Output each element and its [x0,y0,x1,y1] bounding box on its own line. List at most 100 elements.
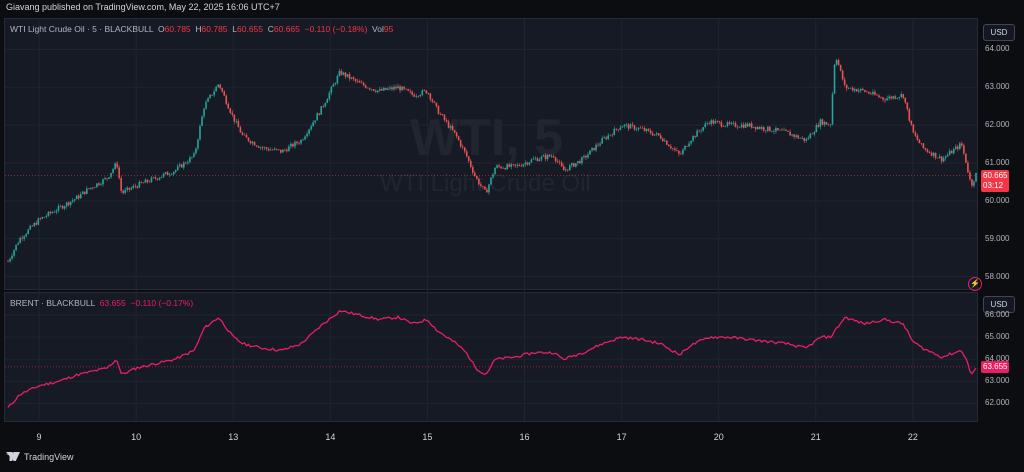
candle-body [577,161,579,164]
candle-body [961,143,963,146]
candle-body [383,87,385,91]
candle-body [803,137,806,141]
candle-body [686,146,688,147]
candle-body [237,121,240,128]
candle-body [556,161,559,162]
candle-body [718,121,721,123]
candle-body [433,101,436,103]
candle-body [785,129,787,131]
y-tick-label: 65.000 [985,332,1010,342]
candle-body [387,88,389,90]
candle-body [750,123,753,128]
candle-body [395,86,397,89]
candle-body [682,149,684,154]
candle-body [118,167,120,179]
candle-body [389,87,391,89]
candle-body [550,156,553,157]
candle-body [839,65,842,71]
candle-body [912,124,915,133]
currency-button-wti[interactable]: USD [983,24,1015,41]
candle-body [605,137,607,140]
candle-body [122,190,124,193]
candle-body [874,91,876,95]
candle-body [756,126,759,130]
candle-body [649,130,652,134]
candle-body [269,149,272,151]
candle-body [566,169,569,171]
candle-body [738,127,741,128]
candle-body [530,159,533,163]
y-tick-label: 59.000 [985,233,1010,243]
bar-countdown: 03:12 [983,180,1004,190]
candle-body [900,94,903,98]
candle-body [67,202,70,206]
candle-body [265,147,268,149]
candle-body [583,155,585,158]
candle-body [845,84,848,89]
candle-body [59,205,62,207]
x-tick-label: 16 [519,432,530,442]
candle-body [700,130,702,132]
candle-body [512,164,515,165]
currency-button-brent[interactable]: USD [983,296,1015,313]
candle-body [467,156,470,161]
candle-body [191,156,193,158]
candle-body [494,167,496,175]
candle-body [716,121,719,122]
candle-body [872,91,874,95]
candle-body [633,125,636,130]
candle-body [615,128,618,130]
close-value: 60.665 [273,24,300,34]
candle-body [51,212,54,214]
candle-body [924,148,927,150]
candle-body [435,102,438,107]
y-tick-label: 64.000 [985,44,1010,54]
y-tick-label: 63.000 [985,376,1010,386]
price-axis-brent[interactable] [979,292,1024,422]
candle-body [637,127,640,130]
candle-body [415,95,418,97]
candle-body [296,141,298,144]
bolt-icon[interactable]: ⚡ [968,277,982,291]
candle-body [372,89,375,91]
candle-body [674,148,676,151]
candle-body [104,178,106,180]
candle-body [835,59,838,65]
candle-body [393,86,395,90]
price-axis-wti[interactable] [979,18,1024,290]
candle-body [534,158,537,159]
candle-body [809,133,812,139]
candle-body [607,135,610,140]
candle-body [478,178,480,185]
volume-value: 95 [383,24,394,34]
candle-body [65,202,68,207]
candle-body [629,124,632,129]
candle-body [502,168,504,169]
candle-body [564,169,567,171]
candle-body [526,162,529,165]
candle-body [843,79,846,85]
candle-body [409,90,411,92]
candle-body [300,139,302,144]
vol-label: Vol [372,24,384,34]
candle-body [760,127,763,129]
candle-body [102,179,104,185]
candle-body [199,125,201,140]
candle-body [734,122,737,127]
candle-body [724,126,727,127]
candle-body [350,77,353,79]
candle-body [263,147,266,149]
y-tick-label: 58.000 [985,271,1010,281]
brent-legend[interactable]: BRENT · BLACKBULL 63.655 −0.110 (−0.17%) [10,298,193,308]
candle-body [779,129,781,131]
candle-body [771,131,773,132]
candle-body [591,147,593,151]
candle-body [413,94,415,97]
candle-body [221,88,224,92]
candle-body [793,134,795,137]
candle-body [320,106,323,115]
wti-legend[interactable]: WTI Light Crude Oil · 5 · BLACKBULL O60.… [10,24,393,34]
candle-body [880,97,882,98]
candle-body [894,96,896,99]
